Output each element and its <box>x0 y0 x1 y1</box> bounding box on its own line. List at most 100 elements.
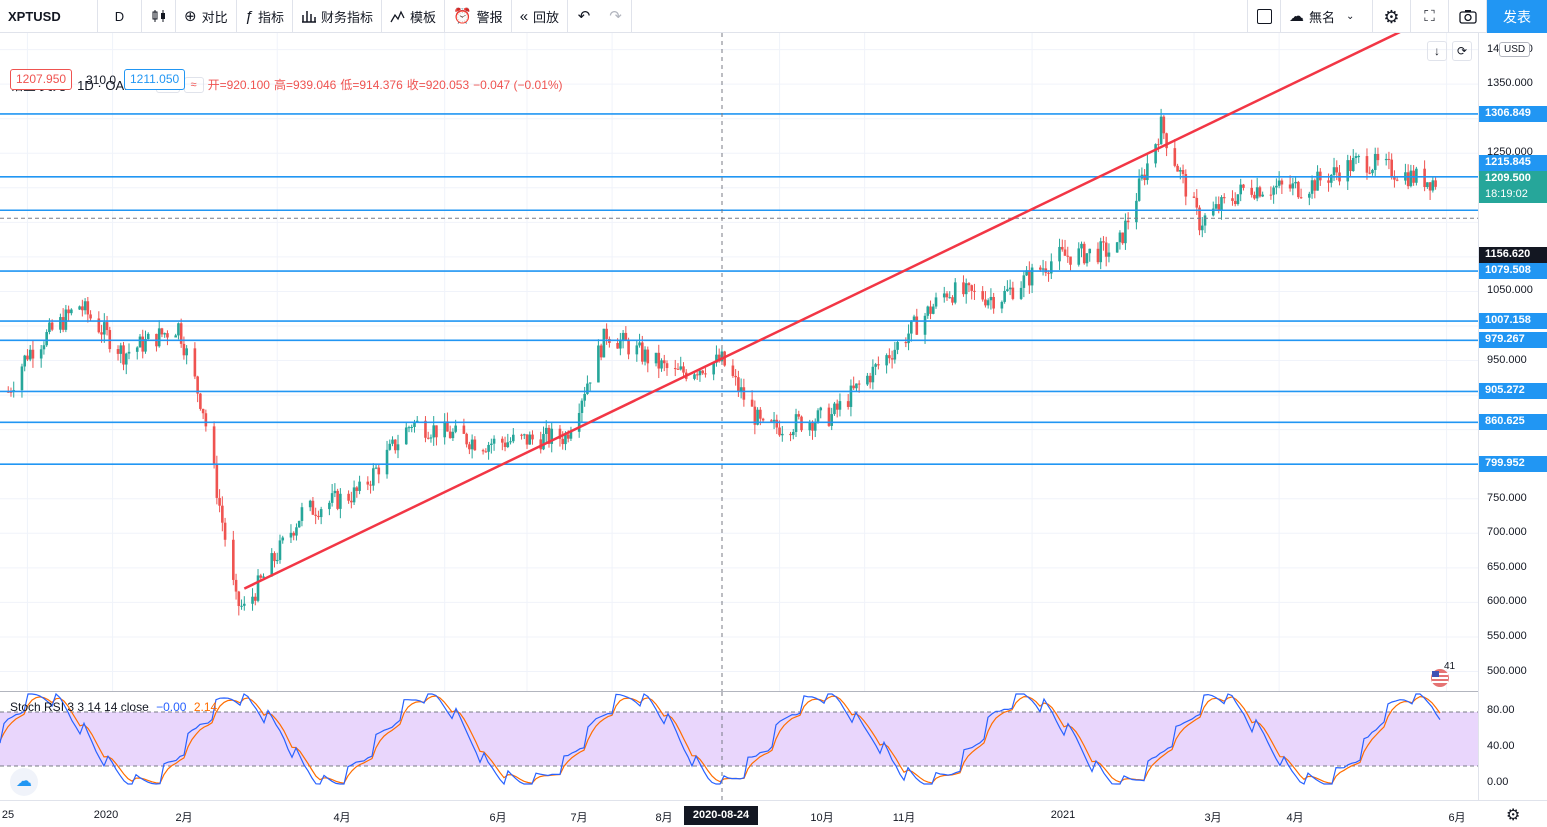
events-badge[interactable]: 41 <box>1426 661 1456 687</box>
price-tag-blue: 1079.508 <box>1479 263 1547 280</box>
candle-body <box>712 362 715 375</box>
candle-body <box>1434 180 1437 187</box>
compare-button[interactable]: ⊕ 对比 <box>176 0 237 33</box>
candle-body <box>525 434 529 445</box>
scroll-down-button[interactable]: ↓ <box>1427 41 1447 61</box>
candle-body <box>1272 187 1275 195</box>
stoch-rsi-pane[interactable]: Stoch RSI 3 3 14 14 close −0.00 2.14 ☁ <box>0 691 1478 800</box>
stoch-rsi-chart[interactable] <box>0 692 1478 800</box>
candle-body <box>967 283 971 286</box>
candle-body <box>1025 270 1028 276</box>
currency-label[interactable]: USD <box>1499 42 1531 57</box>
alert-label: 警报 <box>476 9 503 25</box>
candle-body <box>1096 248 1100 263</box>
candle-body <box>731 365 735 376</box>
candle-body <box>926 306 930 316</box>
candle-body <box>393 439 397 451</box>
replay-label: 回放 <box>533 9 560 25</box>
interval-label: D <box>114 8 125 24</box>
candle-body <box>297 520 301 528</box>
candle-body <box>89 314 92 319</box>
chevron-down-icon: ⌄ <box>1346 11 1355 22</box>
candle-body <box>739 387 743 392</box>
arrow-down-icon: ↓ <box>1434 44 1440 58</box>
candle-body <box>660 360 663 369</box>
candle-body <box>160 328 164 335</box>
candle-body <box>1107 252 1111 257</box>
candle-body <box>1195 197 1199 208</box>
candle-body <box>308 500 312 508</box>
undo-icon: ↶ <box>577 7 591 25</box>
candle-body <box>923 315 927 335</box>
candle-body <box>31 349 35 359</box>
ask-price-box[interactable]: 1211.050 <box>124 69 186 90</box>
snapshot-button[interactable] <box>1449 0 1487 33</box>
bid-price-box[interactable]: 1207.950 <box>10 69 73 90</box>
candle-body <box>218 497 221 506</box>
candle-body <box>451 431 455 439</box>
fullscreen-icon: ⛶ <box>1424 8 1435 25</box>
alert-button[interactable]: ⏰ 警报 <box>445 0 512 33</box>
publish-label: 发表 <box>1503 8 1531 25</box>
time-axis[interactable]: 25 2020 2月 4月 6月 7月 8月 10月 11月 2021 3月 4月 6月 2020-08… <box>0 800 1547 827</box>
candle-body <box>336 490 339 509</box>
candle-body <box>1028 270 1031 286</box>
camera-icon <box>1458 10 1477 24</box>
save-layout-button[interactable]: ☁ 無名 ⌄ <box>1281 0 1373 33</box>
chart-style-button[interactable] <box>142 0 176 33</box>
candle-body <box>61 317 65 330</box>
candle-body <box>1313 180 1317 191</box>
candle-body <box>1211 208 1215 216</box>
candle-body <box>511 434 515 442</box>
candle-body <box>1050 261 1053 274</box>
candle-body <box>868 375 872 383</box>
candle-body <box>528 434 532 445</box>
time-label: 2021 <box>1050 809 1076 821</box>
templates-button[interactable]: 模板 <box>382 0 445 33</box>
candle-body <box>240 605 243 607</box>
candle-body <box>819 407 823 411</box>
price-chart-pane[interactable]: 铂金/美元 · 1D · OANDA ● ≈ 开=920.100 高=939.0… <box>0 33 1478 691</box>
reset-view-button[interactable]: ⟳ <box>1452 41 1472 61</box>
candle-body <box>462 425 466 434</box>
candle-body <box>1063 249 1067 256</box>
redo-button[interactable]: ↷ <box>600 0 633 33</box>
publish-button[interactable]: 发表 <box>1487 0 1547 33</box>
candle-body <box>1102 241 1105 243</box>
candle-body <box>454 425 457 432</box>
fullscreen-button[interactable]: ⛶ <box>1411 0 1449 33</box>
candles-icon <box>152 10 165 22</box>
candle-body <box>429 437 433 439</box>
candle-body <box>580 400 584 413</box>
interval-button[interactable]: D <box>98 0 142 33</box>
trend-line[interactable] <box>243 33 1413 590</box>
axis-settings-button[interactable]: ⚙ <box>1506 805 1520 825</box>
candle-body <box>413 422 416 427</box>
tradingview-logo[interactable]: ☁ <box>10 768 38 796</box>
candle-body <box>910 320 913 334</box>
candle-body <box>1387 158 1391 160</box>
undo-button[interactable]: ↶ <box>568 0 600 33</box>
crosshair-date-label: 2020-08-24 <box>684 806 758 825</box>
indicators-button[interactable]: ƒ 指标 <box>237 0 293 33</box>
candle-body <box>654 352 658 364</box>
replay-button[interactable]: «回放 <box>512 0 569 33</box>
candle-body <box>893 349 897 360</box>
settings-button[interactable]: ⚙ <box>1373 0 1411 33</box>
candle-body <box>146 333 150 340</box>
financials-button[interactable]: 财务指标 <box>293 0 382 33</box>
candle-body <box>662 360 666 364</box>
financials-label: 财务指标 <box>320 9 373 25</box>
candle-body <box>981 291 984 300</box>
layout-button[interactable] <box>1247 0 1281 33</box>
time-label: 11月 <box>892 812 916 824</box>
candle-body <box>1299 197 1303 199</box>
stoch-d-value: 2.14 <box>193 700 218 714</box>
candlestick-chart[interactable] <box>0 33 1478 691</box>
candle-body <box>509 441 512 443</box>
approx-icon[interactable]: ≈ <box>183 76 204 93</box>
symbol-search[interactable]: XPTUSD <box>0 0 98 33</box>
price-axis[interactable]: USD 1350.0001250.0001100.0001050.000950.… <box>1478 33 1547 800</box>
candle-body <box>1162 116 1166 134</box>
